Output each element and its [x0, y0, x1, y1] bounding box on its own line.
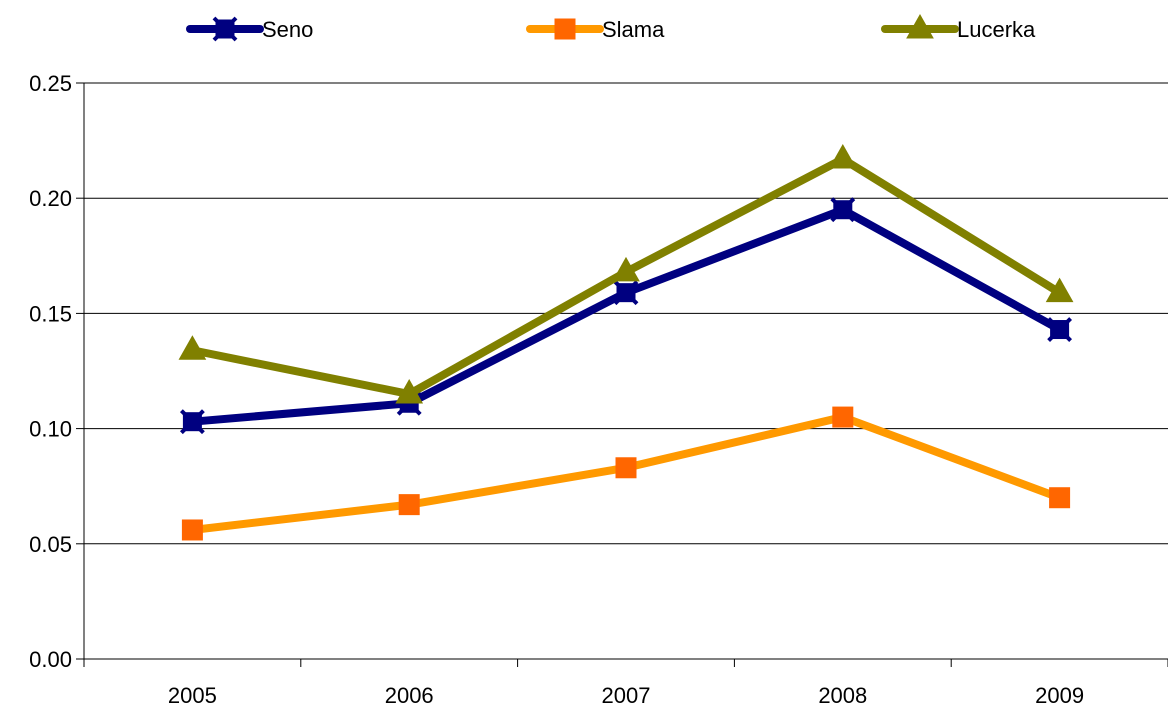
- legend-item-seno: Seno: [186, 16, 313, 42]
- data-point-seno: [179, 409, 205, 435]
- legend-label: Slama: [602, 17, 665, 42]
- series-seno: [179, 197, 1073, 435]
- y-tick-label: 0.25: [29, 71, 72, 96]
- data-point-slama: [398, 494, 420, 516]
- legend: Seno Slama Lucerka: [186, 13, 1036, 42]
- legend-marker: [554, 18, 576, 40]
- data-point-lucerka: [1045, 277, 1074, 303]
- x-tick-labels: 2005 2006 2007 2008 2009: [83, 659, 1168, 708]
- x-tick-label: 2005: [168, 683, 217, 708]
- data-point-lucerka: [612, 256, 640, 282]
- data-point-lucerka: [828, 144, 857, 169]
- y-tick-labels: 0.00 0.05 0.10 0.15 0.20 0.25: [29, 71, 84, 672]
- series-lucerka: [178, 144, 1074, 404]
- data-point-seno: [613, 280, 639, 306]
- data-point-seno: [1047, 317, 1073, 342]
- legend-marker: [906, 13, 934, 39]
- series-slama: [181, 406, 1071, 541]
- data-point-seno: [830, 197, 856, 223]
- y-tick-label: 0.00: [29, 647, 72, 672]
- legend-marker: [212, 16, 238, 42]
- x-tick-label: 2006: [385, 683, 434, 708]
- legend-item-lucerka: Lucerka: [881, 13, 1036, 42]
- data-point-slama: [615, 457, 637, 479]
- y-tick-label: 0.10: [29, 417, 72, 442]
- x-tick-label: 2009: [1035, 683, 1084, 708]
- y-tick-label: 0.15: [29, 301, 72, 326]
- data-point-lucerka: [395, 379, 424, 404]
- series-line-seno: [188, 205, 1064, 426]
- legend-item-slama: Slama: [526, 17, 665, 42]
- data-point-lucerka: [178, 335, 207, 360]
- data-point-slama: [1049, 487, 1071, 509]
- series-group: [178, 144, 1074, 541]
- x-tick-label: 2008: [818, 683, 867, 708]
- data-point-slama: [181, 519, 203, 541]
- legend-label: Lucerka: [957, 17, 1036, 42]
- gridlines: [84, 82, 1168, 545]
- y-tick-label: 0.20: [29, 186, 72, 211]
- legend-label: Seno: [262, 17, 313, 42]
- data-point-slama: [832, 406, 854, 428]
- y-tick-label: 0.05: [29, 532, 72, 557]
- x-tick-label: 2007: [602, 683, 651, 708]
- axes: [83, 83, 1168, 660]
